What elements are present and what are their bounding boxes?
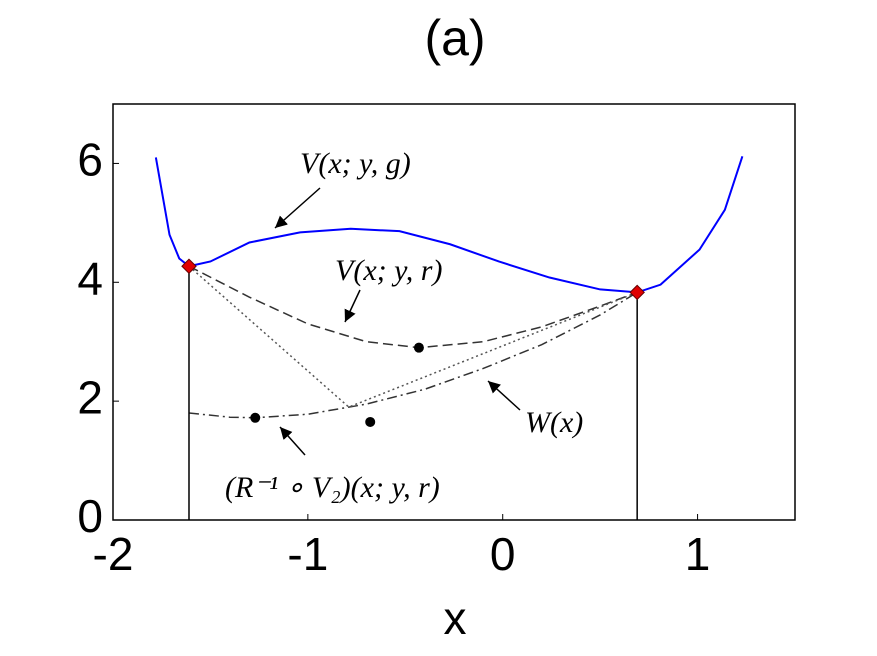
y-tick-label: 6	[77, 134, 103, 186]
line	[154, 155, 744, 294]
line	[188, 265, 638, 408]
annotation: (R⁻¹ ∘ V₂)(x; y, r)	[225, 471, 440, 504]
annotation: W(x)	[525, 406, 583, 439]
point	[250, 412, 261, 423]
arrow	[487, 380, 521, 411]
y-tick-label: 2	[77, 371, 103, 423]
y-tick-label: 4	[77, 252, 103, 304]
annotation: V(x; y, r)	[335, 254, 442, 287]
arrow	[344, 289, 361, 323]
chart-title: (a)	[424, 10, 485, 66]
x-axis-label: x	[444, 592, 467, 644]
x-tick-label: 1	[685, 528, 711, 580]
point	[365, 416, 376, 427]
point	[413, 342, 424, 353]
x-tick-label: 0	[490, 528, 516, 580]
arrow	[279, 426, 306, 456]
highlight-point	[629, 284, 645, 301]
arrow	[274, 187, 321, 229]
highlight-point	[181, 258, 197, 275]
annotation: V(x; y, g)	[300, 147, 411, 180]
line	[188, 291, 638, 419]
x-tick-label: -2	[93, 528, 134, 580]
y-tick-label: 0	[77, 490, 103, 542]
x-tick-label: -1	[287, 528, 328, 580]
plot-frame	[112, 103, 796, 521]
